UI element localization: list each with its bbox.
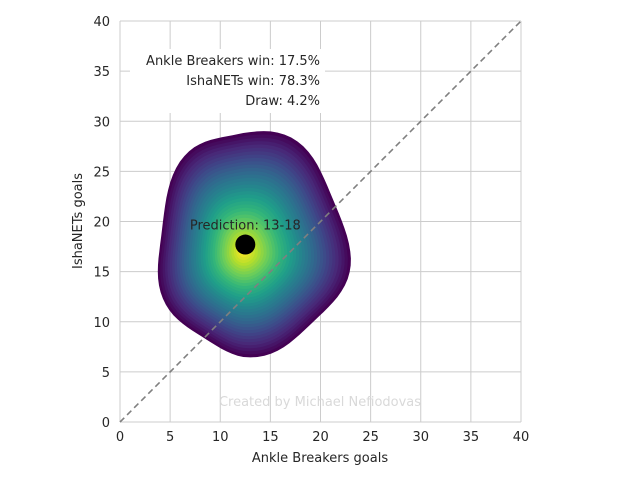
x-axis-ticks: 0 5 10 15 20 25 30 35 40 [116,430,529,445]
x-tick-label: 20 [312,430,329,445]
prediction-label: Prediction: 13-18 [190,219,301,234]
x-axis-label: Ankle Breakers goals [252,451,388,466]
y-axis-label: IshaNETs goals [71,173,86,269]
prediction-point [235,234,256,255]
density-blob [157,131,351,358]
ishanets-win-label: IshaNETs win: 78.3% [186,74,320,89]
y-tick-label: 20 [93,216,110,231]
x-tick-label: 40 [513,430,530,445]
win-probabilities-box [130,49,325,113]
x-tick-label: 30 [412,430,429,445]
y-tick-label: 5 [102,366,110,381]
y-tick-label: 15 [93,266,110,281]
x-tick-label: 10 [212,430,229,445]
draw-label: Draw: 4.2% [245,94,320,109]
x-tick-label: 25 [362,430,379,445]
x-tick-label: 35 [463,430,480,445]
x-tick-label: 15 [262,430,279,445]
y-tick-label: 25 [93,165,110,180]
y-tick-label: 10 [93,316,110,331]
x-tick-label: 0 [116,430,124,445]
y-tick-label: 30 [93,115,110,130]
equal-goals-diagonal [119,20,522,423]
x-tick-label: 5 [166,430,174,445]
y-tick-label: 0 [102,416,110,431]
y-tick-label: 35 [93,65,110,80]
ankle-breakers-win-label: Ankle Breakers win: 17.5% [146,54,320,69]
y-axis-ticks: 0 5 10 15 20 25 30 35 40 [93,15,110,431]
watermark: Created by Michael Nefiodovas [219,395,421,410]
y-tick-label: 40 [93,15,110,30]
